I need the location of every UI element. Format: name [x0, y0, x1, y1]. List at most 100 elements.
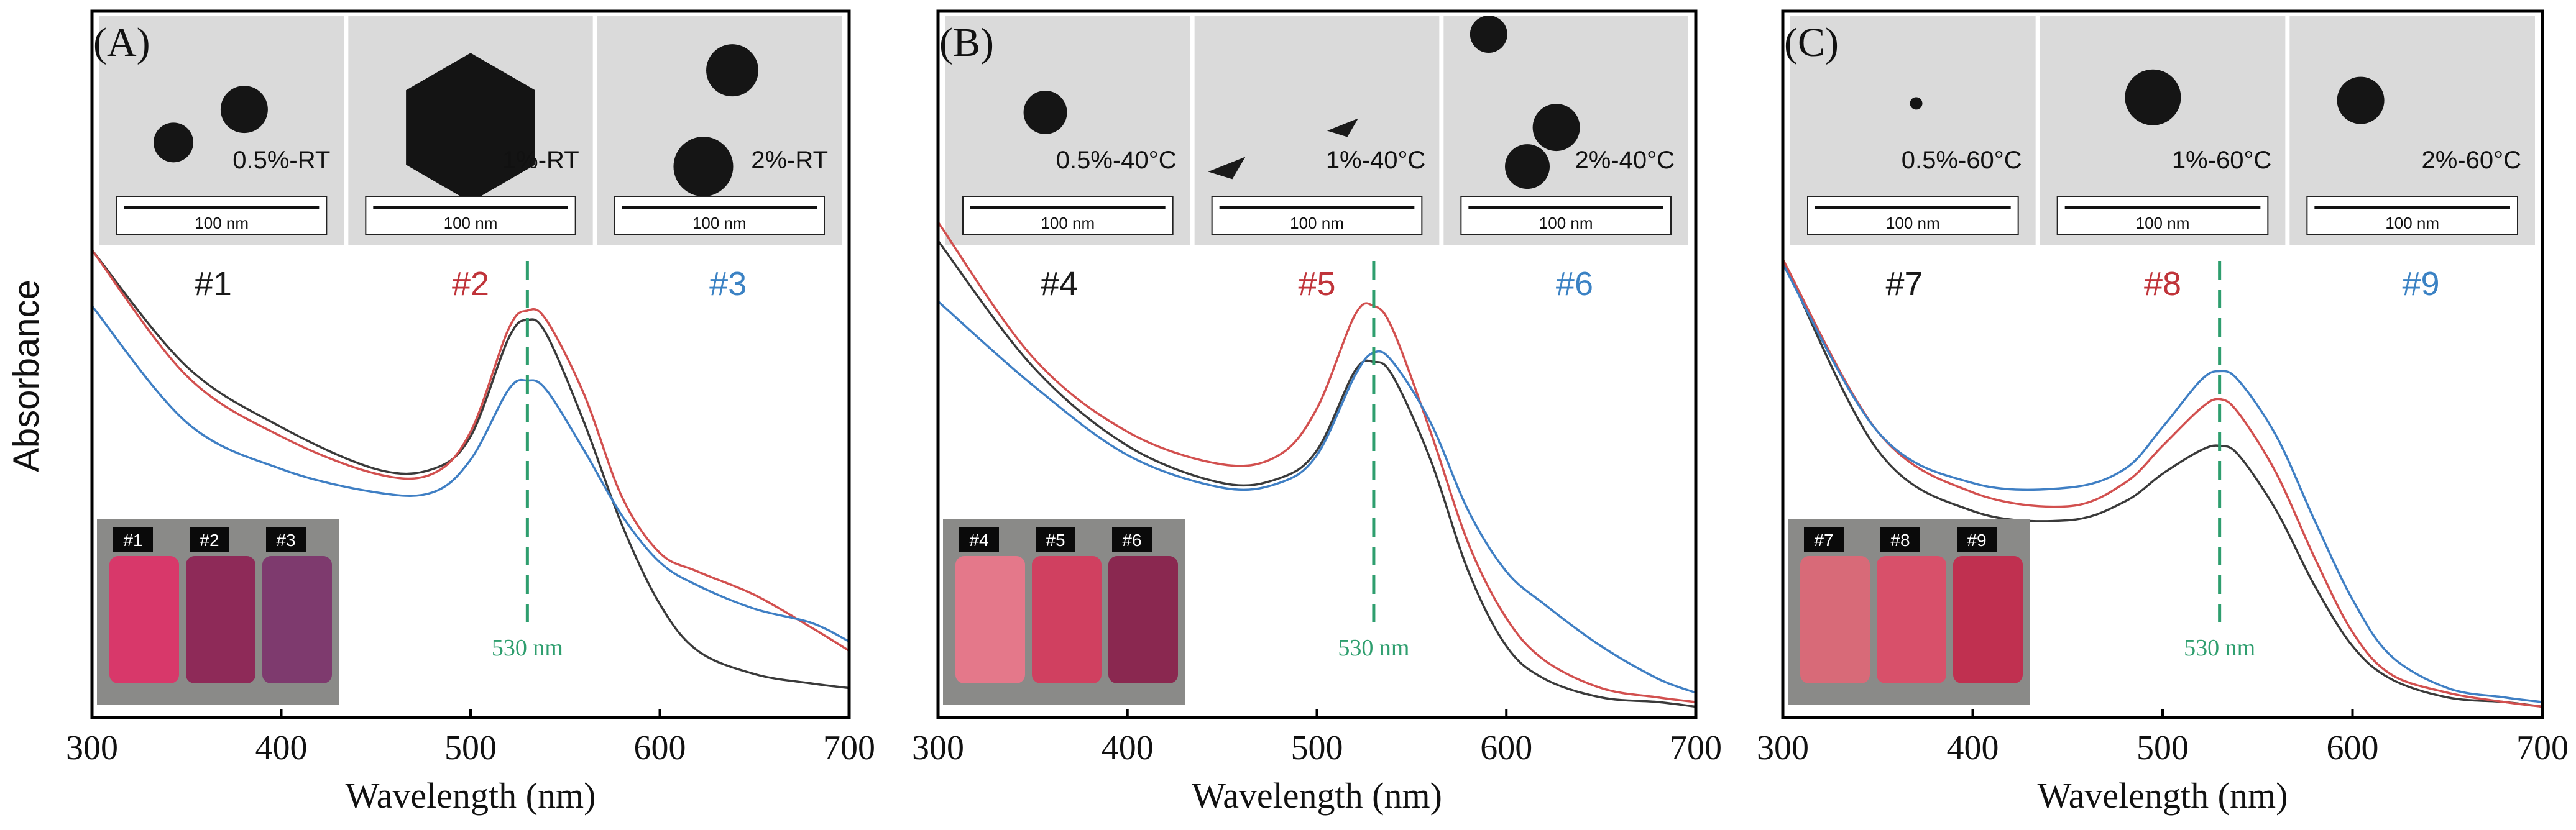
tem-image: 1%-40°C 100 nm [1194, 16, 1440, 245]
vial-label: #1 [123, 531, 142, 550]
sample-label: #1 [195, 265, 232, 303]
sample-label: #2 [452, 265, 489, 303]
vial [1032, 556, 1102, 683]
series-line [92, 249, 849, 652]
x-tick-label: 500 [444, 729, 497, 767]
scale-bar-label: 100 nm [2385, 214, 2439, 232]
nanoparticle [1910, 97, 1923, 110]
vial [109, 556, 179, 683]
vial-label: #6 [1122, 531, 1141, 550]
sample-label: #3 [709, 265, 747, 303]
vial-photo: #1 #2 #3 [97, 519, 339, 705]
peak-marker-label: 530 nm [492, 635, 563, 661]
nanoparticle [154, 122, 194, 163]
tem-caption: 0.5%-40°C [1056, 147, 1177, 174]
nanoparticle [706, 44, 759, 97]
scale-bar-box [614, 196, 826, 235]
vial [1953, 556, 2023, 683]
series-line [938, 221, 1696, 703]
vial [186, 556, 255, 683]
scale-bar-box [962, 196, 1174, 235]
series-line [1783, 258, 2542, 708]
scale-bar-box [2056, 196, 2269, 235]
panel-label: (A) [93, 20, 150, 65]
nanoparticle [1470, 16, 1507, 53]
x-tick-label: 400 [255, 729, 308, 767]
vial [262, 556, 332, 683]
peak-marker-label: 530 nm [2184, 635, 2255, 661]
x-axis-label: Wavelength (nm) [2038, 775, 2288, 816]
vial-tag [1036, 527, 1075, 552]
sample-label: #7 [1885, 265, 1923, 303]
x-tick-label: 300 [66, 729, 118, 767]
x-tick-label: 600 [2327, 729, 2379, 767]
x-tick-label: 700 [2516, 729, 2569, 767]
x-tick-label: 700 [823, 729, 875, 767]
sample-label: #6 [1556, 265, 1593, 303]
tem-image: 1%-60°C 100 nm [2040, 16, 2286, 245]
tem-image: 2%-RT 100 nm [597, 16, 842, 245]
vial-photo: #7 #8 #9 [1788, 519, 2030, 705]
scale-bar-label: 100 nm [1886, 214, 1940, 232]
x-tick-label: 400 [1947, 729, 1999, 767]
nanoparticle [673, 137, 734, 197]
series-line [938, 300, 1696, 694]
nanoparticle [220, 86, 268, 134]
nanoparticle [1532, 104, 1580, 152]
series-line [1783, 263, 2542, 703]
x-tick-label: 500 [2137, 729, 2189, 767]
scale-bar-label: 100 nm [692, 214, 747, 232]
nanoparticle [1327, 118, 1358, 137]
vial-label: #9 [1967, 531, 1986, 550]
scale-bar-label: 100 nm [1041, 214, 1095, 232]
tem-caption: 0.5%-RT [232, 147, 330, 174]
y-axis-label: Absorbance [6, 280, 47, 472]
x-tick-label: 400 [1102, 729, 1154, 767]
nanoparticle [2337, 76, 2385, 124]
tem-image: 2%-40°C 100 nm [1443, 16, 1688, 245]
vial-label: #5 [1046, 531, 1065, 550]
scale-bar-box [365, 196, 576, 235]
nanoparticle [1023, 90, 1067, 134]
tem-caption: 2%-RT [751, 147, 828, 174]
series-line [938, 240, 1696, 708]
tem-caption: 2%-40°C [1575, 147, 1675, 174]
vial-label: #8 [1890, 531, 1910, 550]
sample-label: #4 [1041, 265, 1078, 303]
tem-caption: 2%-60°C [2421, 147, 2521, 174]
x-tick-label: 300 [1757, 729, 1809, 767]
vial [955, 556, 1025, 683]
scale-bar-label: 100 nm [195, 214, 249, 232]
vial-tag [113, 527, 153, 552]
scale-bar-box [1460, 196, 1672, 235]
tem-image: 0.5%-RT 100 nm [99, 16, 344, 245]
vial-tag [1957, 527, 1997, 552]
x-axis-label: Wavelength (nm) [346, 775, 596, 816]
panel-c: 0.5%-60°C 100 nm 1%-60°C 100 nm 2%-60°C 100 n… [1757, 9, 2569, 816]
scale-bar-label: 100 nm [1290, 214, 1344, 232]
x-axis-label: Wavelength (nm) [1192, 775, 1442, 816]
vial-photo: #4 #5 #6 [943, 519, 1185, 705]
tem-image: 0.5%-40°C 100 nm [945, 16, 1190, 245]
vial-label: #7 [1814, 531, 1833, 550]
scale-bar-box [116, 196, 328, 235]
scale-bar-label: 100 nm [1539, 214, 1593, 232]
tem-image: 2%-60°C 100 nm [2289, 16, 2535, 245]
x-tick-label: 300 [912, 729, 964, 767]
panel-label: (C) [1784, 20, 1839, 65]
tem-caption: 1%-60°C [2172, 147, 2272, 174]
nanoparticle [2125, 69, 2181, 125]
x-tick-label: 700 [1670, 729, 1722, 767]
vial-tag [266, 527, 306, 552]
vial-tag [1880, 527, 1920, 552]
vial-label: #2 [200, 531, 219, 550]
peak-marker-label: 530 nm [1338, 635, 1409, 661]
sample-label: #8 [2144, 265, 2181, 303]
tem-image: 0.5%-60°C 100 nm [1790, 16, 2036, 245]
scale-bar-label: 100 nm [444, 214, 498, 232]
panel-label: (B) [939, 20, 994, 65]
tem-caption: 1%-40°C [1326, 147, 1426, 174]
scale-bar-box [1807, 196, 2019, 235]
vial-tag [1804, 527, 1844, 552]
vial-tag [1112, 527, 1152, 552]
